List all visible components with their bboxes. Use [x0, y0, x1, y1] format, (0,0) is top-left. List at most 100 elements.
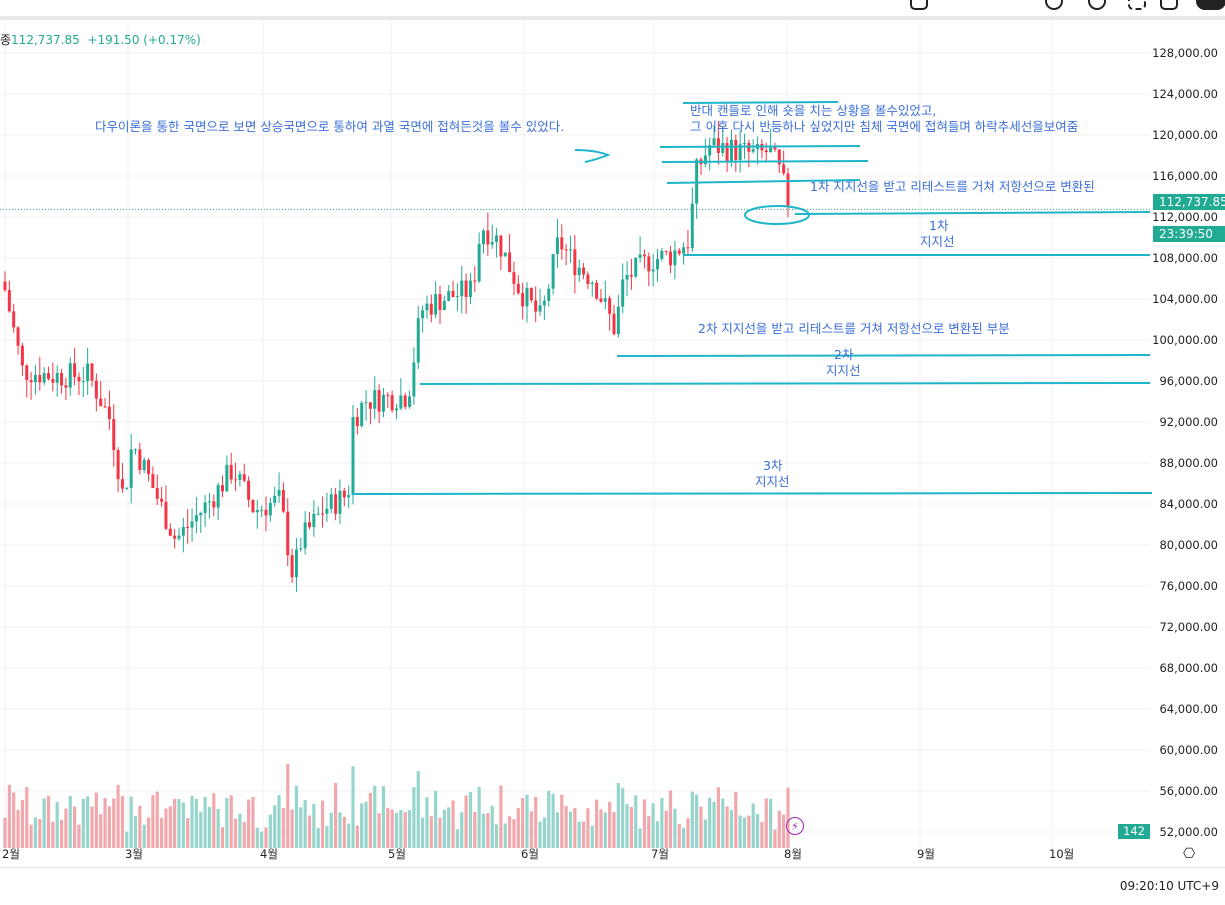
highlight-ellipse [744, 205, 810, 225]
volume-bar [120, 796, 125, 848]
annotation-retest-1[interactable]: 1차 지지선을 받고 리테스트를 거쳐 저항선으로 변환된 [810, 179, 1095, 194]
candle-up [703, 155, 707, 165]
candle-down [112, 419, 116, 451]
volume-bar [86, 796, 90, 848]
camera-icon[interactable] [1160, 0, 1178, 10]
price-axis-label: 124,000.00 [1152, 87, 1218, 101]
volume-bar [64, 808, 68, 848]
volume-bar [390, 809, 394, 848]
lightning-icon[interactable]: ⚡ [786, 817, 804, 835]
candle-up [425, 303, 429, 311]
price-chart[interactable] [0, 20, 1225, 868]
volume-bar [12, 792, 16, 848]
search-icon[interactable] [1045, 0, 1063, 10]
annotation-short-2[interactable]: 그 이후 다시 반등하나 싶었지만 침체 국면에 접혀들며 하락추세선을보여줌 [690, 119, 1079, 134]
symbol-name: 종 [0, 33, 12, 47]
candle-up [86, 363, 90, 382]
volume-bar [160, 818, 164, 848]
volume-bar [755, 813, 760, 848]
ticker-legend: 종112,737.85 +191.50 (+0.17%) [0, 31, 201, 48]
candle-up [207, 501, 211, 503]
candle-down [355, 417, 359, 427]
annotation-retest-2[interactable]: 2차 지지선을 받고 리테스트를 거쳐 저항선으로 변환된 부분 [698, 321, 1010, 336]
candle-up [194, 515, 198, 522]
volume-bar [116, 784, 120, 848]
price-axis-label: 64,000.00 [1159, 702, 1218, 716]
annotation-support3-b[interactable]: 지지선 [755, 474, 790, 489]
volume-bar [651, 803, 655, 848]
candle-up [442, 300, 446, 311]
annotation-support1-a[interactable]: 1차 [929, 218, 949, 233]
layout-icon[interactable] [910, 0, 928, 10]
candle-up [577, 267, 581, 276]
candle-down [725, 143, 729, 162]
candle-down [168, 528, 172, 536]
candle-down [677, 250, 681, 254]
candle-up [273, 495, 277, 503]
clock-timezone[interactable]: 09:20:10 UTC+9 [1119, 879, 1219, 893]
alert-icon[interactable] [1088, 0, 1106, 10]
volume-bar [447, 807, 451, 848]
volume-bar [255, 827, 259, 848]
candle-down [342, 490, 346, 498]
volume-bar [247, 799, 251, 848]
annotation-dow-theory[interactable]: 다우이론을 통한 국면으로 보면 상승국면으로 통하여 과열 국면에 접혀든것을… [95, 119, 565, 134]
volume-bar [764, 798, 768, 848]
volume-bar [608, 801, 612, 848]
price-axis-label: 108,000.00 [1152, 251, 1218, 265]
volume-bar [568, 811, 573, 848]
fullscreen-icon[interactable] [1128, 0, 1146, 10]
volume-bar [216, 808, 220, 848]
volume-bar [416, 771, 420, 848]
publish-button[interactable] [1196, 0, 1225, 10]
candle-down [403, 395, 407, 407]
settings-icon[interactable]: ⎔ [1183, 846, 1196, 862]
candle-down [595, 282, 599, 299]
annotation-support2-b[interactable]: 지지선 [826, 363, 861, 378]
candle-down [612, 313, 616, 335]
volume-bar [303, 800, 307, 848]
candle-up [408, 396, 412, 407]
volume-bar [438, 817, 442, 848]
candle-up [434, 294, 438, 315]
annotation-support1-b[interactable]: 지지선 [920, 234, 955, 249]
candle-down [669, 251, 673, 266]
candle-down [686, 247, 690, 249]
volume-bar [464, 795, 468, 848]
candle-down [186, 527, 190, 529]
candle-up [660, 250, 664, 259]
candle-down [608, 298, 612, 314]
candle-down [12, 311, 16, 328]
volume-bar [455, 829, 459, 848]
candle-down [90, 363, 94, 381]
candle-up [203, 502, 207, 513]
candle-down [486, 230, 490, 245]
candle-down [107, 406, 111, 420]
volume-bar [690, 791, 694, 848]
volume-bar [242, 822, 246, 848]
trend-line [351, 492, 1153, 495]
annotation-short-1[interactable]: 반대 캔들로 인해 숏을 치는 상황을 볼수있었고, [690, 103, 937, 118]
volume-bar [286, 763, 290, 848]
volume-bar [238, 813, 242, 848]
candle-up [142, 459, 146, 470]
annotation-support2-a[interactable]: 2차 [834, 347, 854, 362]
candle-up [542, 300, 546, 306]
price-axis-label: 72,000.00 [1159, 620, 1218, 634]
volume-bar [551, 793, 555, 848]
volume-bar [442, 809, 446, 848]
volume-bar [55, 802, 59, 848]
candle-up [347, 495, 351, 498]
candle-down [229, 464, 233, 480]
volume-bar [38, 818, 42, 848]
volume-bar [503, 823, 507, 848]
candle-down [242, 474, 246, 481]
bottom-divider [0, 867, 1225, 868]
candle-down [212, 501, 216, 508]
candle-up [129, 449, 133, 488]
volume-bar [190, 796, 194, 848]
annotation-support3-a[interactable]: 3차 [763, 458, 783, 473]
candle-up [690, 203, 694, 249]
candle-down [164, 501, 168, 529]
volume-bar [146, 817, 151, 848]
